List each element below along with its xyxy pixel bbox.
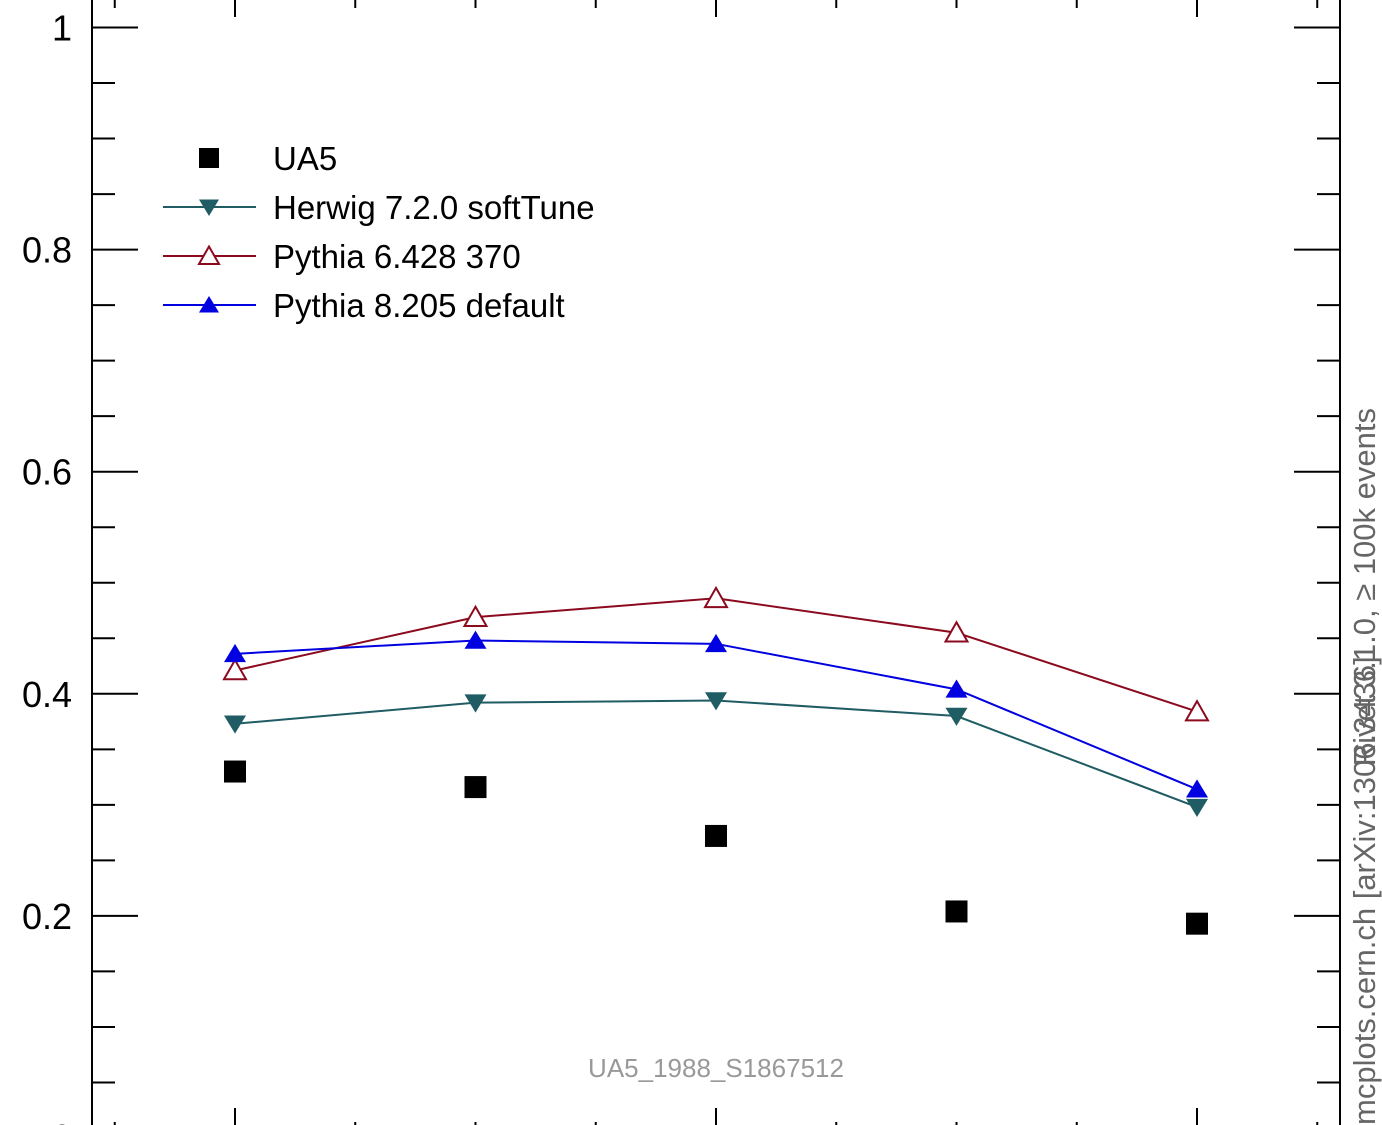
mcplots-source-label: mcplots.cern.ch [arXiv:1306.3436] bbox=[1347, 656, 1382, 1125]
data-point bbox=[945, 707, 968, 726]
series-2 bbox=[222, 585, 1210, 722]
data-point bbox=[464, 630, 487, 649]
y-tick-labels: 0.2 0.4 0.6 0.8 1 0 bbox=[22, 8, 72, 1125]
series-1 bbox=[224, 692, 1208, 817]
series-line bbox=[234, 699, 1198, 809]
legend-marker bbox=[197, 244, 221, 265]
legend-label: Pythia 8.205 default bbox=[273, 287, 565, 324]
data-point bbox=[224, 715, 246, 734]
data-point bbox=[705, 633, 727, 653]
y-tick-label: 0.8 bbox=[22, 230, 72, 271]
series-0 bbox=[224, 760, 1208, 935]
legend-marker bbox=[199, 199, 219, 216]
rivet-version-label: Rivet 3.1.0, ≥ 100k events bbox=[1347, 408, 1382, 766]
legend-label: Pythia 6.428 370 bbox=[273, 238, 521, 275]
legend-label: UA5 bbox=[273, 140, 337, 177]
series-line bbox=[234, 639, 1198, 791]
data-point bbox=[224, 760, 246, 783]
y-tick-label: 0.4 bbox=[22, 674, 72, 715]
y-tick-label: 0.2 bbox=[22, 896, 72, 937]
series-layer bbox=[222, 585, 1210, 935]
y-tick-label: 1 bbox=[52, 8, 72, 49]
legend-label: Herwig 7.2.0 softTune bbox=[273, 189, 595, 226]
data-point bbox=[945, 679, 968, 698]
data-point bbox=[705, 692, 727, 711]
plot-frame bbox=[91, 0, 1341, 1125]
axes-frame bbox=[91, 0, 1341, 1125]
data-point bbox=[222, 658, 248, 681]
data-point bbox=[945, 900, 968, 923]
legend-marker bbox=[199, 148, 219, 168]
axis-ticks bbox=[92, 0, 1340, 1125]
data-point bbox=[224, 643, 246, 663]
data-point bbox=[464, 694, 487, 713]
data-point bbox=[464, 776, 487, 799]
legend-marker bbox=[199, 296, 219, 313]
data-point bbox=[705, 824, 727, 847]
data-point bbox=[1184, 699, 1210, 722]
data-point bbox=[1186, 779, 1208, 798]
data-point bbox=[462, 604, 489, 627]
y-tick-label-zero: 0 bbox=[52, 1117, 72, 1125]
data-point bbox=[703, 585, 729, 609]
legend: UA5 Herwig 7.2.0 softTune Pythia 6.428 370… bbox=[163, 140, 595, 324]
data-point bbox=[1186, 798, 1208, 817]
y-tick-label: 0.6 bbox=[22, 452, 72, 493]
series-3 bbox=[224, 630, 1208, 798]
data-point bbox=[1186, 912, 1208, 935]
analysis-id-label: UA5_1988_S1867512 bbox=[588, 1053, 844, 1083]
data-point bbox=[943, 620, 970, 643]
